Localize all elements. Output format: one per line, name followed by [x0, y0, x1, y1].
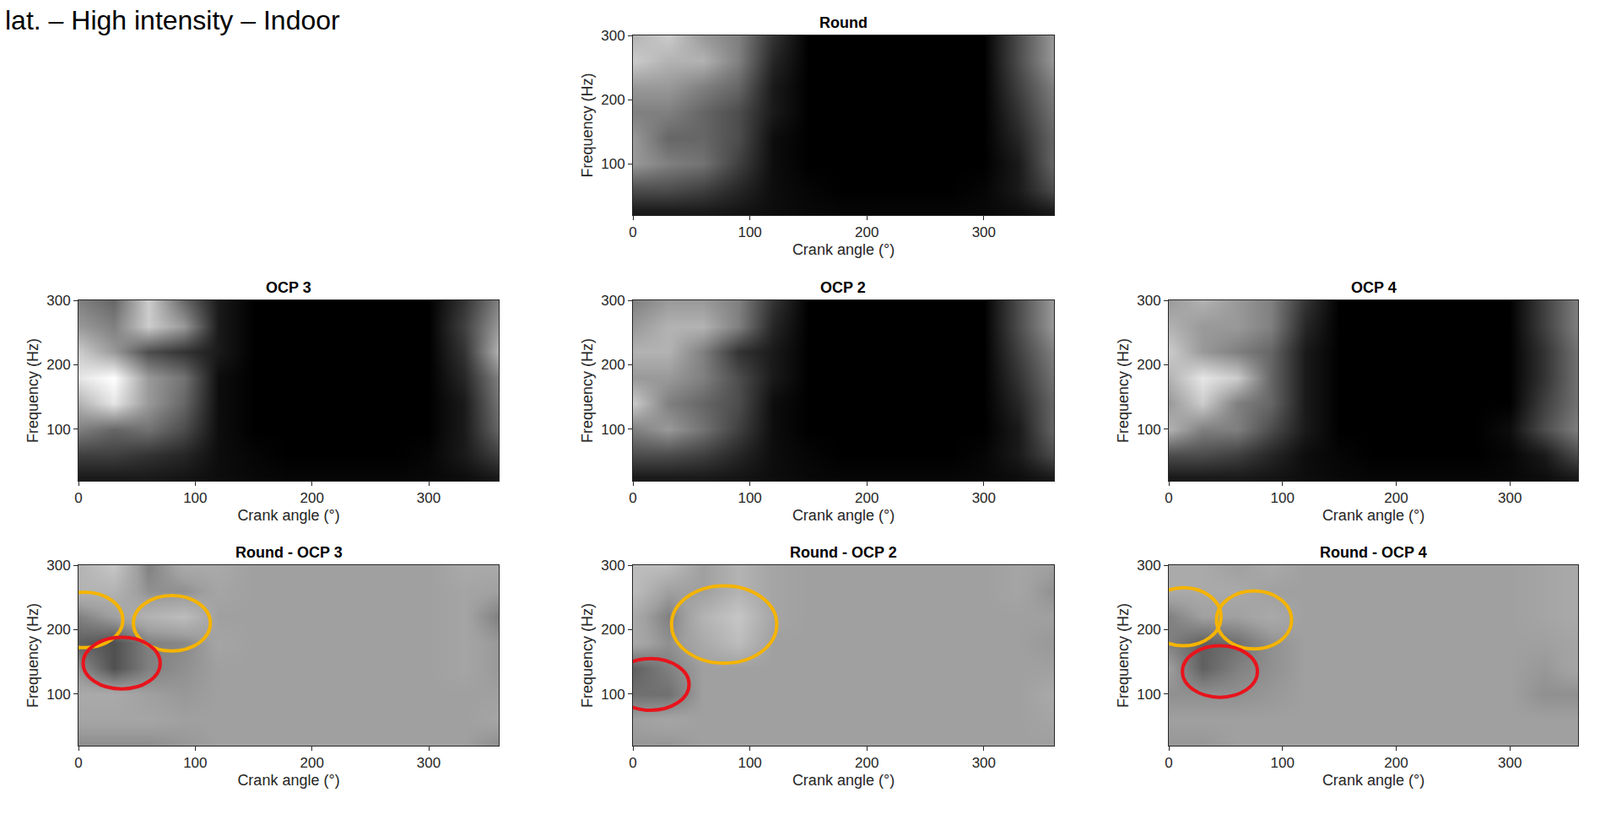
svg-text:Frequency (Hz): Frequency (Hz) — [24, 603, 42, 709]
svg-text:100: 100 — [46, 686, 71, 703]
svg-text:200: 200 — [854, 490, 879, 507]
svg-text:200: 200 — [46, 621, 71, 638]
svg-text:300: 300 — [1497, 755, 1522, 772]
svg-text:0: 0 — [628, 224, 637, 241]
svg-text:100: 100 — [737, 755, 762, 772]
svg-text:100: 100 — [1270, 490, 1295, 507]
svg-text:200: 200 — [600, 356, 625, 373]
svg-text:100: 100 — [737, 490, 762, 507]
svg-text:200: 200 — [1383, 755, 1408, 772]
svg-text:Round - OCP 3: Round - OCP 3 — [235, 544, 343, 562]
svg-text:100: 100 — [1270, 755, 1295, 772]
svg-text:Crank angle (°): Crank angle (°) — [1322, 772, 1425, 790]
svg-text:Frequency (Hz): Frequency (Hz) — [24, 338, 42, 444]
svg-text:300: 300 — [600, 27, 625, 44]
svg-text:200: 200 — [299, 755, 324, 772]
svg-text:200: 200 — [1383, 490, 1408, 507]
svg-text:200: 200 — [854, 755, 879, 772]
svg-text:Crank angle (°): Crank angle (°) — [237, 772, 340, 790]
svg-text:300: 300 — [416, 755, 441, 772]
svg-text:300: 300 — [1136, 557, 1161, 574]
svg-text:100: 100 — [600, 686, 625, 703]
svg-text:Frequency (Hz): Frequency (Hz) — [578, 603, 596, 709]
svg-text:Round - OCP 2: Round - OCP 2 — [789, 544, 898, 562]
svg-text:300: 300 — [600, 292, 625, 309]
svg-text:OCP 2: OCP 2 — [820, 279, 866, 297]
svg-text:Frequency (Hz): Frequency (Hz) — [578, 72, 596, 178]
svg-text:300: 300 — [972, 224, 996, 241]
svg-text:Frequency (Hz): Frequency (Hz) — [1114, 338, 1132, 444]
svg-text:100: 100 — [737, 224, 762, 241]
svg-text:200: 200 — [46, 356, 71, 373]
svg-text:0: 0 — [628, 490, 637, 507]
svg-text:Round: Round — [819, 14, 868, 32]
svg-text:300: 300 — [972, 490, 996, 507]
svg-text:0: 0 — [1164, 490, 1173, 507]
svg-text:300: 300 — [46, 557, 71, 574]
svg-text:100: 100 — [600, 156, 625, 173]
svg-text:300: 300 — [416, 490, 441, 507]
svg-text:200: 200 — [854, 224, 879, 241]
svg-text:OCP 4: OCP 4 — [1351, 279, 1397, 297]
svg-text:300: 300 — [600, 557, 625, 574]
svg-text:200: 200 — [1136, 621, 1161, 638]
svg-text:Crank angle (°): Crank angle (°) — [792, 241, 895, 259]
svg-text:Crank angle (°): Crank angle (°) — [792, 772, 895, 790]
svg-text:200: 200 — [600, 621, 625, 638]
svg-text:Frequency (Hz): Frequency (Hz) — [578, 338, 596, 444]
svg-text:100: 100 — [1136, 686, 1161, 703]
svg-text:Frequency (Hz): Frequency (Hz) — [1114, 603, 1132, 709]
svg-text:300: 300 — [972, 755, 996, 772]
svg-text:0: 0 — [628, 755, 637, 772]
svg-text:0: 0 — [1164, 755, 1173, 772]
svg-text:Crank angle (°): Crank angle (°) — [1322, 507, 1425, 525]
svg-text:300: 300 — [1497, 490, 1522, 507]
svg-text:100: 100 — [183, 490, 207, 507]
svg-text:lat. – High intensity – Indoor: lat. – High intensity – Indoor — [5, 5, 341, 36]
svg-text:300: 300 — [46, 292, 71, 309]
svg-text:200: 200 — [600, 91, 625, 109]
svg-text:Round - OCP 4: Round - OCP 4 — [1319, 544, 1428, 562]
svg-text:0: 0 — [74, 490, 82, 507]
svg-text:100: 100 — [183, 755, 207, 772]
svg-text:200: 200 — [299, 490, 324, 507]
svg-text:OCP 3: OCP 3 — [265, 279, 312, 297]
svg-text:100: 100 — [1136, 421, 1161, 438]
svg-text:100: 100 — [46, 421, 71, 438]
svg-text:0: 0 — [74, 755, 82, 772]
svg-text:Crank angle (°): Crank angle (°) — [237, 507, 340, 525]
svg-text:Crank angle (°): Crank angle (°) — [792, 507, 895, 525]
svg-text:300: 300 — [1136, 292, 1161, 309]
svg-text:100: 100 — [600, 421, 625, 438]
svg-text:200: 200 — [1136, 356, 1161, 373]
